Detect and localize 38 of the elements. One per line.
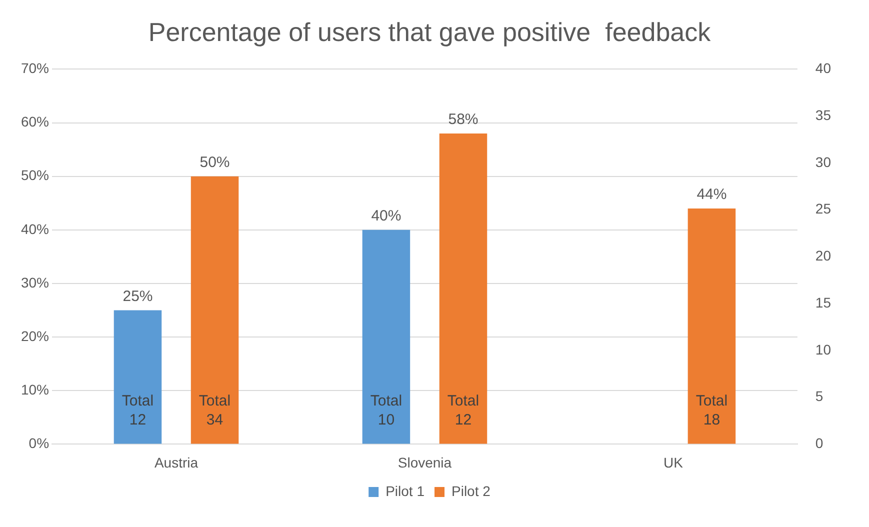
annotation: Total 18 [696,392,728,428]
y2-tick-label: 30 [815,154,832,170]
y2-tick-label: 15 [815,294,832,310]
bar [114,310,162,444]
legend-label: Pilot 2 [452,482,491,499]
y2-tick-label: 20 [815,248,832,264]
y-tick-label: 70% [20,60,50,76]
bar [362,230,410,444]
y-tick-label: 50% [20,167,50,184]
x-tick-label: Slovenia [398,454,452,470]
y-tick-label: 0% [28,435,50,452]
annotation: Total 10 [370,392,402,428]
y2-tick-label: 5 [815,388,824,404]
annotation: Total 12 [447,392,480,428]
y-tick-label: 30% [20,274,50,290]
annotation: Total 34 [198,392,231,428]
x-tick-label: UK [663,454,684,470]
y2-tick-label: 0 [815,435,824,452]
y2-tick-label: 10 [815,341,832,358]
y-tick-label: 20% [20,328,50,344]
data-label: 44% [696,186,727,204]
y2-tick-label: 40 [815,60,832,76]
y2-tick-label: 35 [815,106,832,123]
data-label: 58% [448,111,478,128]
y-tick-label: 60% [20,114,50,130]
bar [439,133,488,444]
bar [688,208,736,444]
data-label: 25% [122,288,153,305]
chart-title: Percentage of users that gave positive feedback [148,16,712,47]
data-label: 50% [200,154,230,171]
x-tick-label: Austria [154,454,198,470]
legend-label: Pilot 1 [386,482,425,499]
y2-tick-label: 25 [815,200,832,217]
y-tick-label: 40% [20,220,50,237]
data-label: 40% [371,208,402,225]
annotation: Total 12 [122,392,154,428]
bar [190,176,239,444]
y-tick-label: 10% [20,381,50,398]
